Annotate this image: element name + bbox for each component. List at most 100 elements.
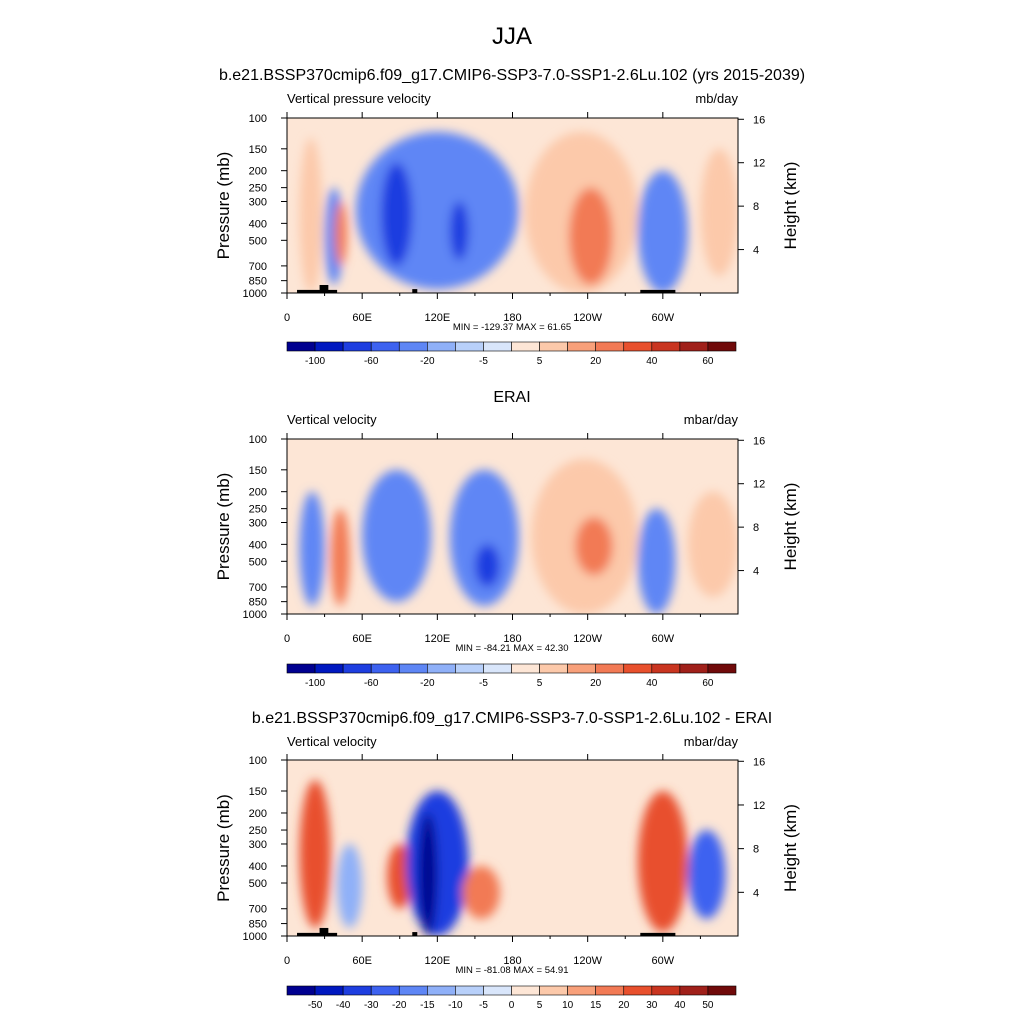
panel-subtitle: b.e21.BSSP370cmip6.f09_g17.CMIP6-SSP3-7.…	[252, 710, 772, 727]
field-feature	[418, 812, 438, 936]
colorbar-swatch	[370, 663, 400, 674]
y2-tick-label: 12	[753, 158, 765, 170]
colorbar-swatch	[567, 341, 596, 352]
colorbar-label: -5	[479, 1000, 488, 1011]
field-feature	[362, 469, 432, 602]
panel-subtitle: ERAI	[493, 389, 530, 406]
colorbar-label: 20	[590, 356, 602, 367]
y-tick-label: 700	[249, 904, 267, 916]
colorbar-swatch	[679, 985, 709, 996]
panel-units-label: mbar/day	[684, 734, 739, 749]
min-max-label: MIN = -81.08 MAX = 54.91	[455, 965, 568, 976]
colorbar-swatch	[651, 341, 681, 352]
colorbar-label: 50	[702, 1000, 714, 1011]
panels-group: b.e21.BSSP370cmip6.f09_g17.CMIP6-SSP3-7.…	[214, 67, 805, 1011]
colorbar-swatch	[455, 985, 484, 996]
panel-left-label: Vertical velocity	[287, 734, 377, 749]
colorbar-swatch	[483, 341, 512, 352]
x-tick-label: 0	[284, 633, 290, 645]
y-tick-label: 250	[249, 825, 267, 837]
y-tick-label: 100	[249, 755, 267, 767]
field-feature	[637, 508, 676, 614]
colorbar-label: 15	[590, 1000, 602, 1011]
topography-block	[640, 932, 676, 936]
colorbar-label: 40	[646, 356, 658, 367]
field-feature	[299, 137, 323, 293]
x-tick-label: 0	[284, 955, 290, 967]
colorbar-swatch	[595, 341, 625, 352]
colorbar-label: 10	[562, 1000, 574, 1011]
field-feature	[687, 491, 738, 598]
y-tick-label: 100	[249, 113, 267, 125]
colorbar-label: 5	[537, 356, 543, 367]
colorbar-swatch	[286, 663, 316, 674]
colorbar-label: -15	[420, 1000, 435, 1011]
y-tick-label: 850	[249, 597, 267, 609]
colorbar-swatch	[623, 985, 653, 996]
colorbar-swatch	[483, 985, 512, 996]
colorbar-swatch	[314, 985, 344, 996]
y-tick-label: 300	[249, 839, 267, 851]
colorbar-label: 60	[702, 356, 714, 367]
y-tick-label: 150	[249, 144, 267, 156]
colorbar-label: 20	[618, 1000, 630, 1011]
y-axis-title: Pressure (mb)	[214, 152, 233, 260]
panel-1: b.e21.BSSP370cmip6.f09_g17.CMIP6-SSP3-7.…	[214, 67, 805, 367]
colorbar-swatch	[314, 663, 344, 674]
field-feature	[406, 790, 469, 936]
field-area	[287, 760, 738, 936]
topography-block	[297, 289, 338, 293]
field-feature	[355, 131, 519, 290]
y2-tick-label: 4	[753, 566, 759, 578]
y-tick-label: 700	[249, 582, 267, 594]
colorbar-label: -100	[305, 678, 325, 689]
field-feature	[462, 865, 500, 919]
y-tick-label: 300	[249, 196, 267, 208]
colorbar: -50 -40 -30 -20 -15 -10 -5 0 5 10 15 20 30 40 50	[286, 985, 737, 1011]
topography-block	[319, 927, 329, 936]
y-tick-label: 500	[249, 878, 267, 890]
colorbar: -100 -60 -20 -5 5 20 40 60	[286, 341, 737, 367]
colorbar-label: -50	[308, 1000, 323, 1011]
y2-tick-label: 8	[753, 201, 759, 213]
x-tick-label: 120E	[424, 633, 450, 645]
field-feature	[334, 201, 348, 266]
field-area	[287, 439, 738, 614]
colorbar-swatch	[427, 985, 456, 996]
colorbar-label: -60	[364, 678, 379, 689]
y-tick-label: 700	[249, 261, 267, 273]
colorbar-swatch	[427, 663, 456, 674]
y-tick-label: 250	[249, 504, 267, 516]
colorbar-swatch	[539, 663, 568, 674]
colorbar-swatch	[707, 985, 737, 996]
colorbar-swatch	[398, 663, 428, 674]
colorbar-label: -10	[448, 1000, 463, 1011]
colorbar-swatch	[567, 985, 596, 996]
y2-tick-label: 16	[753, 114, 765, 126]
panel-units-label: mb/day	[695, 91, 738, 106]
y-tick-label: 250	[249, 183, 267, 195]
colorbar-swatch	[539, 341, 568, 352]
x-tick-label: 180	[503, 955, 521, 967]
y2-axis-title: Height (km)	[781, 804, 800, 892]
colorbar-swatch	[595, 985, 625, 996]
y-tick-label: 500	[249, 556, 267, 568]
y2-tick-label: 4	[753, 887, 759, 899]
panel-3: b.e21.BSSP370cmip6.f09_g17.CMIP6-SSP3-7.…	[214, 710, 800, 1011]
topography-block	[640, 289, 676, 293]
colorbar-swatch	[286, 985, 316, 996]
y-tick-label: 150	[249, 465, 267, 477]
field-feature	[637, 790, 688, 933]
x-tick-label: 60E	[352, 312, 372, 324]
colorbar-label: 0	[509, 1000, 515, 1011]
colorbar-swatch	[483, 663, 512, 674]
colorbar-swatch	[398, 985, 428, 996]
field-feature	[380, 162, 413, 266]
y2-tick-label: 8	[753, 522, 759, 534]
y-tick-label: 400	[249, 539, 267, 551]
colorbar-swatch	[539, 985, 568, 996]
colorbar-swatch	[567, 663, 596, 674]
min-max-label: MIN = -84.21 MAX = 42.30	[455, 643, 568, 654]
colorbar-swatch	[342, 663, 372, 674]
